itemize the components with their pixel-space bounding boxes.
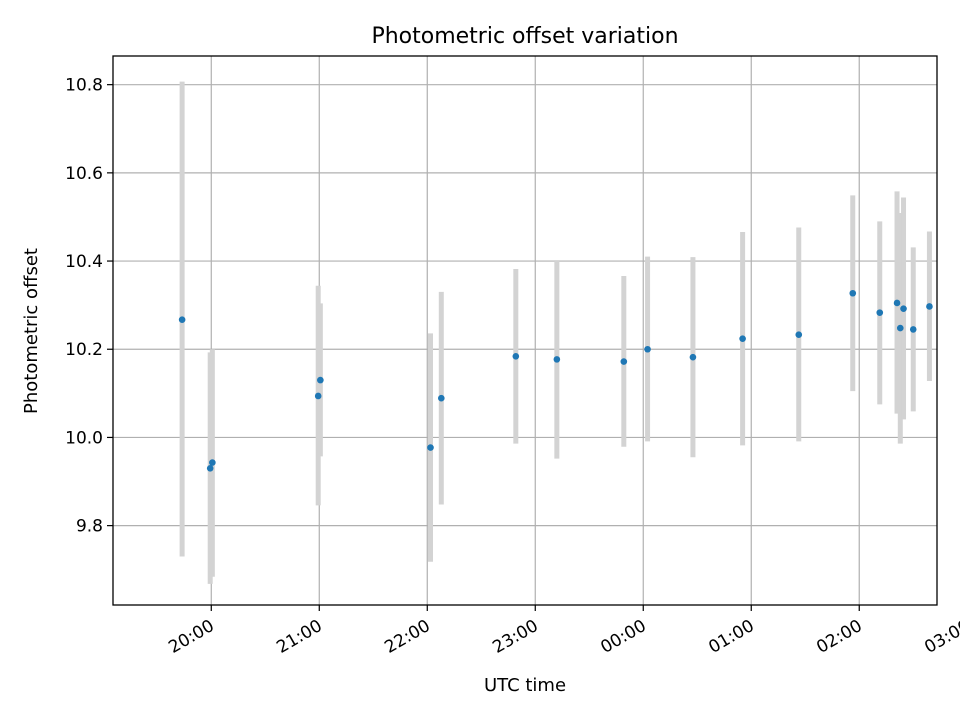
chart-title: Photometric offset variation: [371, 24, 678, 49]
y-tick-label: 10.6: [65, 164, 103, 184]
x-tick-label: 22:00: [381, 616, 433, 658]
data-point: [178, 316, 186, 323]
data-point: [427, 444, 434, 451]
data-point: [849, 289, 857, 297]
data-point: [206, 465, 214, 472]
y-axis-label: Photometric offset: [21, 248, 42, 414]
x-tick-label: 02:00: [813, 616, 865, 658]
grid: [113, 56, 937, 605]
x-axis-label: UTC time: [484, 675, 566, 696]
data-point: [512, 352, 520, 360]
data-point: [317, 376, 324, 384]
y-tick-label: 10.2: [65, 340, 103, 360]
data-point: [900, 305, 907, 312]
data-point: [896, 324, 904, 332]
data-point: [438, 394, 445, 402]
x-tick-label: 21:00: [273, 616, 325, 658]
error-bars: [179, 81, 932, 584]
y-tick-label: 10.8: [65, 76, 103, 96]
data-point: [689, 353, 697, 361]
plot-frame: [112, 55, 938, 606]
data-point: [209, 459, 216, 466]
axis-ticks: 20:00 21:00 22:00 23:00 00:00 01:00 02:00 03:00…: [65, 76, 960, 658]
data-point: [795, 331, 803, 338]
data-point: [620, 358, 628, 365]
data-points: [178, 289, 933, 472]
data-point: [553, 356, 561, 363]
data-point: [876, 309, 884, 316]
y-tick-label: 10.4: [65, 252, 103, 272]
x-tick-label: 20:00: [165, 616, 217, 658]
x-tick-label: 00:00: [597, 616, 649, 658]
data-point: [739, 335, 746, 342]
x-tick-label: 23:00: [489, 616, 541, 658]
data-point: [893, 299, 901, 307]
x-tick-label: 01:00: [705, 616, 757, 658]
y-tick-label: 10.0: [65, 428, 103, 448]
y-tick-label: 9.8: [76, 517, 103, 537]
data-point: [926, 303, 933, 310]
x-tick-label: 03:00: [921, 616, 960, 658]
data-point: [644, 345, 651, 353]
data-point: [314, 392, 322, 400]
data-point: [909, 326, 917, 333]
